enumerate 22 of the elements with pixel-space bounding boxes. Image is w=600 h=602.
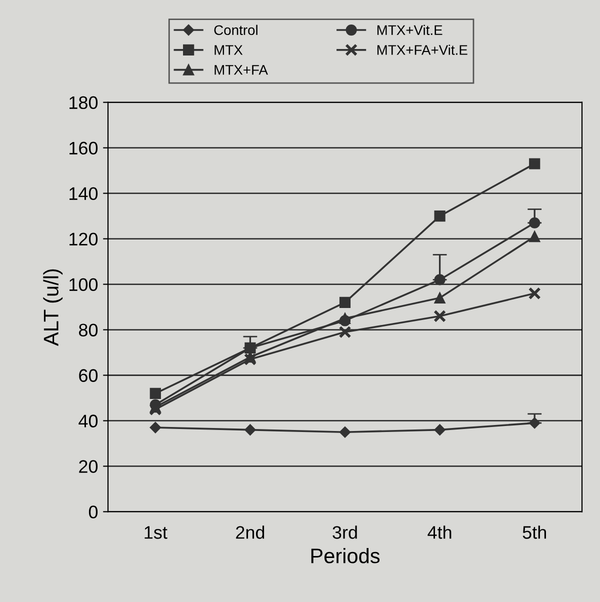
- legend-label: MTX+FA: [214, 65, 268, 75]
- legend-label: MTX+Vit.E: [377, 24, 442, 36]
- x-tick-label: 4th: [428, 526, 452, 539]
- x-tick-label: 2nd: [236, 526, 264, 539]
- legend-label: Control: [214, 24, 258, 36]
- x-tick-label: 5th: [522, 526, 546, 539]
- x-tick-label: 3rd: [332, 526, 357, 539]
- y-tick-label: 0: [88, 506, 98, 518]
- y-tick-label: 100: [70, 278, 98, 291]
- legend-label: MTX+FA+Vit.E: [377, 44, 468, 55]
- x-tick-label: 1st: [144, 526, 168, 539]
- y-tick-label: 60: [79, 369, 98, 382]
- y-tick-label: 140: [70, 187, 98, 200]
- y-tick-label: 40: [78, 414, 98, 428]
- y-tick-label: 80: [78, 324, 98, 336]
- y-tick-label: 120: [70, 232, 98, 246]
- legend-label: MTX: [214, 45, 243, 55]
- x-axis-title: Periods: [311, 548, 380, 564]
- y-tick-label: 180: [70, 96, 98, 110]
- y-tick-label: 20: [79, 460, 98, 473]
- y-tick-label: 160: [70, 142, 98, 155]
- y-axis-title: ALT (u/l): [43, 269, 63, 346]
